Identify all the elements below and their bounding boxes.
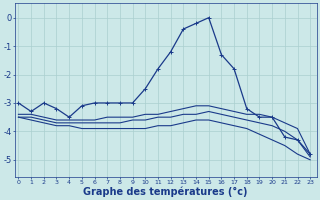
X-axis label: Graphe des températures (°c): Graphe des températures (°c) [83,186,248,197]
